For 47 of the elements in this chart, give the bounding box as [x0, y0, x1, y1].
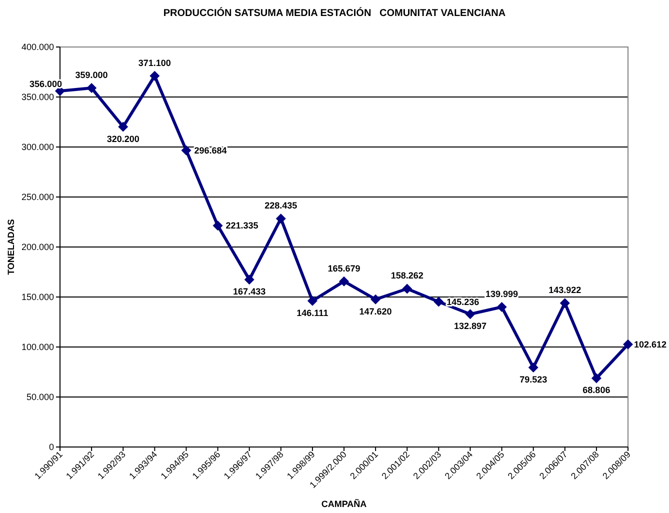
point — [307, 296, 318, 306]
point — [434, 296, 444, 307]
point — [181, 145, 192, 156]
point — [244, 274, 254, 285]
point — [339, 276, 349, 286]
y-tick-label: 350.000 — [21, 92, 54, 102]
point — [402, 284, 412, 294]
data-label: 79.523 — [520, 374, 548, 384]
point — [150, 70, 160, 81]
chart-title: PRODUCCIÓN SATSUMA MEDIA ESTACIÓN COMUNITAT VALENCIANA — [163, 7, 506, 19]
point — [560, 298, 570, 308]
point — [118, 122, 128, 132]
x-axis-title: CAMPAÑA — [321, 498, 368, 509]
data-label: 132.897 — [454, 321, 486, 332]
y-tick-label: 100.000 — [21, 342, 54, 352]
y-tick-label: 50.000 — [26, 392, 54, 402]
data-label: 371.100 — [138, 58, 171, 68]
data-label: 147.620 — [359, 306, 392, 316]
point — [591, 373, 602, 384]
y-tick-label: 250.000 — [21, 192, 54, 202]
point — [276, 214, 286, 224]
data-label: 320.200 — [106, 134, 140, 144]
data-label: 143.922 — [548, 285, 582, 296]
data-label: 296.684 — [194, 145, 227, 156]
data-label: 167.433 — [233, 286, 266, 297]
point — [528, 362, 538, 372]
y-tick-label: 200.000 — [21, 242, 54, 252]
point — [465, 309, 476, 320]
y-tick-label: 400.000 — [21, 42, 54, 52]
data-label: 102.612 — [634, 339, 667, 350]
data-label: 359.000 — [75, 70, 108, 80]
data-label: 158.262 — [390, 270, 424, 281]
data-label: 228.435 — [264, 200, 298, 211]
y-tick-label: 150.000 — [21, 292, 54, 302]
data-label: 221.335 — [226, 220, 258, 231]
data-label: 165.679 — [328, 263, 360, 274]
data-label: 145.236 — [446, 296, 480, 307]
point — [370, 294, 381, 304]
point — [623, 339, 633, 350]
y-tick-label: 300.000 — [21, 142, 54, 152]
data-label: 146.111 — [296, 308, 328, 318]
point — [212, 220, 223, 231]
point — [86, 83, 97, 93]
point — [496, 302, 507, 312]
data-label: 68.806 — [582, 385, 610, 396]
y-tick-label: 0 — [48, 442, 54, 452]
y-axis-title: TONELADAS — [6, 219, 16, 275]
